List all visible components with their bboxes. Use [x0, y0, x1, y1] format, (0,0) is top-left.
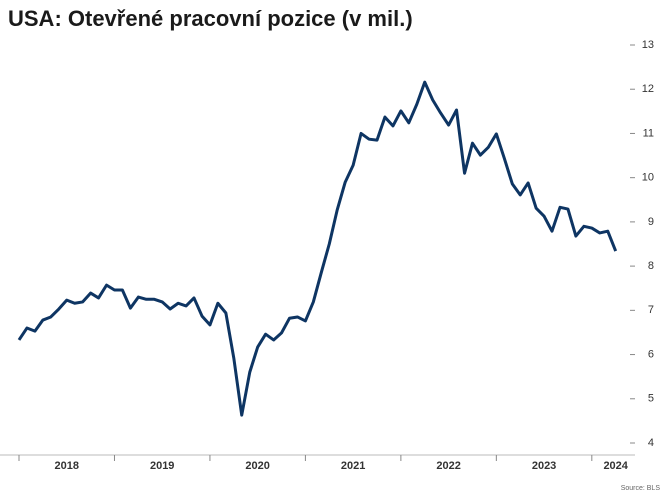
x-tick-label: 2023	[532, 460, 556, 472]
x-tick-label: 2024	[603, 460, 628, 472]
y-tick-label: 8	[648, 260, 654, 272]
y-tick-label: 7	[648, 304, 654, 316]
line	[17, 80, 618, 417]
x-tick-label: 2019	[150, 460, 174, 472]
y-tick-label: 9	[648, 216, 654, 228]
y-tick-label: 5	[648, 393, 654, 405]
y-tick-label: 13	[642, 39, 654, 51]
y-tick-label: 11	[643, 127, 654, 139]
x-tick-label: 2020	[245, 460, 269, 472]
x-tick-label: 2018	[54, 460, 78, 472]
y-tick-label: 6	[648, 348, 654, 360]
x-tick-label: 2021	[341, 460, 365, 472]
y-tick-label: 10	[642, 172, 654, 184]
source: Source: BLS	[621, 485, 661, 492]
x-tick-label: 2022	[436, 460, 460, 472]
y-tick-label: 12	[642, 83, 654, 95]
chart-title: USA: Otevřené pracovní pozice (v mil.)	[8, 6, 413, 31]
y-tick-label: 4	[648, 437, 654, 449]
